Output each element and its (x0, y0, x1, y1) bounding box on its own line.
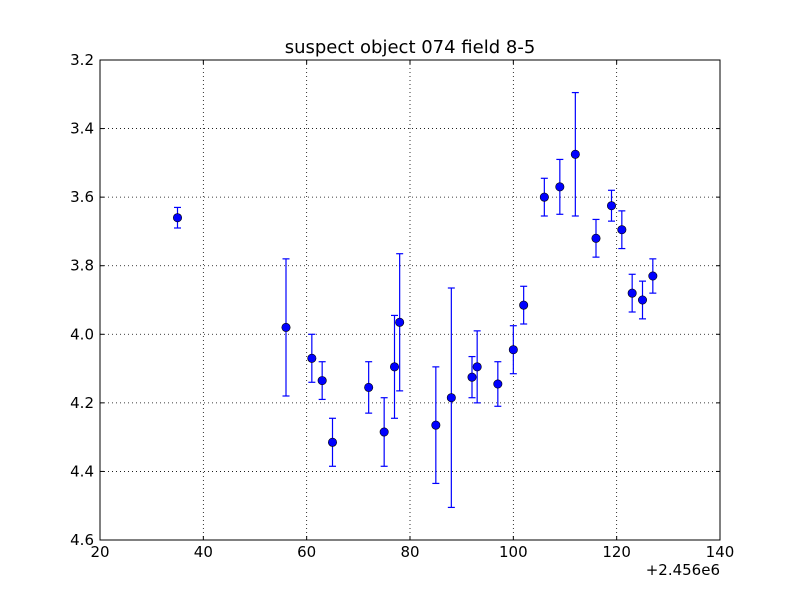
data-point (281, 322, 291, 332)
data-point (508, 345, 518, 355)
data-point (617, 225, 627, 235)
data-point (627, 288, 637, 298)
x-tick-label: 40 (194, 543, 213, 561)
data-point (364, 382, 374, 392)
y-tick-label: 3.2 (70, 51, 94, 69)
data-point (555, 182, 565, 192)
axis-ticks (99, 59, 721, 541)
data-point (637, 295, 647, 305)
data-point (173, 213, 183, 223)
data-point (431, 420, 441, 430)
data-point (467, 372, 477, 382)
y-tick-label: 4.2 (70, 394, 94, 412)
y-tick-label: 3.8 (70, 257, 94, 275)
x-tick-label: 60 (297, 543, 316, 561)
x-tick-label: 140 (706, 543, 735, 561)
data-point (493, 379, 503, 389)
gridlines (100, 60, 720, 540)
data-point (446, 393, 456, 403)
x-tick-label: 120 (602, 543, 631, 561)
x-tick-label: 80 (400, 543, 419, 561)
x-tick-labels: 20 40 60 80 100 120 140 (90, 543, 734, 561)
y-tick-label: 3.6 (70, 188, 94, 206)
data-point (519, 300, 529, 310)
chart-title: suspect object 074 field 8-5 (285, 37, 536, 58)
x-offset-label: +2.456e6 (646, 561, 720, 579)
x-tick-label: 100 (499, 543, 528, 561)
data-point (307, 353, 317, 363)
x-tick-label: 20 (90, 543, 109, 561)
y-tick-label: 4.6 (70, 531, 94, 549)
data-point (648, 271, 658, 281)
y-tick-label: 4.0 (70, 325, 94, 343)
y-tick-label: 4.4 (70, 462, 94, 480)
data-point (606, 201, 616, 211)
data-markers (173, 149, 658, 447)
data-point (395, 317, 405, 327)
y-tick-labels: 3.2 3.4 3.6 3.8 4.0 4.2 4.4 4.6 (70, 51, 94, 549)
data-point (570, 149, 580, 159)
data-point (317, 376, 327, 386)
data-point (327, 437, 337, 447)
data-point (539, 192, 549, 202)
data-point (591, 233, 601, 243)
y-tick-label: 3.4 (70, 120, 94, 138)
data-point (472, 362, 482, 372)
data-point (379, 427, 389, 437)
data-point (389, 362, 399, 372)
